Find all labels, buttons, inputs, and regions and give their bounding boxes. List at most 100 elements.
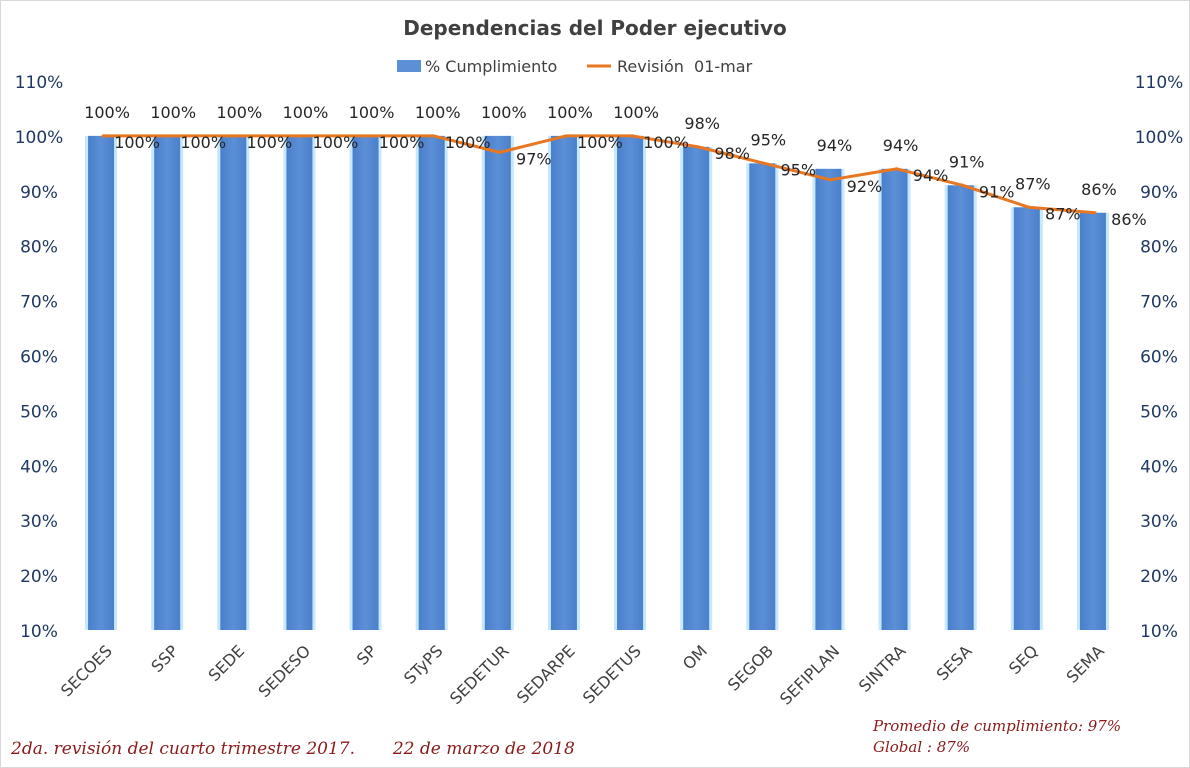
y-tick-label-left: 10%: [20, 622, 58, 642]
bar: [550, 135, 577, 630]
y-tick-label-left: 70%: [20, 293, 58, 313]
bar-data-label: 91%: [949, 152, 985, 171]
bar: [220, 135, 247, 630]
line-data-label: 100%: [180, 133, 226, 152]
y-tick-label-left: 90%: [20, 183, 58, 203]
y-tick-label-left: 80%: [20, 238, 58, 258]
line-data-label: 86%: [1111, 210, 1147, 229]
bar-data-label: 100%: [481, 103, 527, 122]
line-data-labels: 100% 100% 100% 100% 100% 100%97%100% 100%98%95…: [114, 133, 1147, 229]
line-point: [366, 134, 370, 138]
x-category-label: SINTRA: [855, 641, 910, 696]
bar: [352, 135, 379, 630]
bar: [154, 135, 181, 630]
bar: [286, 135, 313, 630]
bar: [749, 163, 776, 630]
line-point: [762, 161, 766, 165]
line-data-label: 100%: [577, 133, 623, 152]
line-point: [895, 167, 899, 171]
y-tick-label-right: 100%: [1135, 128, 1184, 148]
y-tick-label-right: 110%: [1135, 73, 1184, 93]
line-point: [696, 145, 700, 149]
y-tick-label-right: 90%: [1140, 183, 1178, 203]
y-axis-right: 10% 20% 30% 40% 50% 60% 70% 80% 90% 100% 110%: [1135, 73, 1184, 642]
legend: % Cumplimiento Revisión 01-mar: [397, 57, 753, 76]
line-point: [564, 134, 568, 138]
x-category-label: SEDESO: [255, 641, 315, 701]
x-category-label: SEDARPE: [513, 641, 579, 707]
bar-data-labels: 100% 100% 100% 100% 100% 100% 100% 100% 100%98%9…: [84, 103, 1117, 199]
bar-data-label: 100%: [216, 103, 262, 122]
bar-data-label: 87%: [1015, 174, 1051, 193]
line-data-label: 92%: [847, 177, 883, 196]
y-tick-label-left: 60%: [20, 348, 58, 368]
line-point: [233, 134, 237, 138]
bar-data-label: 100%: [613, 103, 659, 122]
line-point: [961, 183, 965, 187]
bar: [617, 135, 644, 630]
y-tick-label-right: 50%: [1140, 402, 1178, 422]
line-point: [498, 150, 502, 154]
line-point: [828, 178, 832, 182]
bar-data-label: 100%: [349, 103, 395, 122]
y-tick-label-right: 60%: [1140, 348, 1178, 368]
bar: [947, 185, 974, 630]
x-category-label: SEDE: [205, 641, 249, 685]
line-series: [101, 134, 1097, 215]
line-point: [1093, 211, 1097, 215]
bar: [418, 135, 445, 630]
x-category-label: STyPS: [400, 641, 446, 687]
line-data-label: 87%: [1045, 204, 1081, 223]
line-data-label: 95%: [781, 160, 817, 179]
legend-bar-swatch: [397, 60, 421, 72]
bar: [815, 168, 842, 630]
bar: [88, 135, 115, 630]
line-data-label: 94%: [913, 166, 949, 185]
bar-data-label: 100%: [415, 103, 461, 122]
x-category-label: SP: [353, 641, 381, 669]
bar: [683, 146, 710, 630]
x-category-label: SEGOB: [724, 641, 777, 694]
legend-line-label: Revisión 01-mar: [617, 57, 753, 76]
x-category-label: SEQ: [1005, 641, 1042, 678]
x-category-label: SESA: [933, 641, 976, 684]
y-tick-label-right: 80%: [1140, 238, 1178, 258]
bar-series: [85, 135, 1109, 630]
y-tick-label-right: 30%: [1140, 512, 1178, 532]
line-point: [432, 134, 436, 138]
line-data-label: 100%: [246, 133, 292, 152]
x-category-label: SSP: [147, 641, 182, 676]
line-data-label: 98%: [714, 144, 750, 163]
y-tick-label-left: 40%: [20, 457, 58, 477]
bar-data-label: 95%: [751, 130, 787, 149]
x-category-label: SEDETUS: [579, 641, 645, 707]
y-tick-label-right: 70%: [1140, 293, 1178, 313]
bar-data-label: 86%: [1081, 180, 1117, 199]
chart-title: Dependencias del Poder ejecutivo: [403, 16, 787, 40]
y-tick-label-left: 110%: [15, 73, 64, 93]
y-tick-label-left: 20%: [20, 567, 58, 587]
y-tick-label-right: 10%: [1140, 622, 1178, 642]
line-data-label: 100%: [643, 133, 689, 152]
line-data-label: 100%: [114, 133, 160, 152]
revision-line: [103, 134, 1096, 215]
line-data-label: 100%: [445, 133, 491, 152]
line-point: [299, 134, 303, 138]
legend-bar-label: % Cumplimiento: [425, 57, 557, 76]
line-data-label: 97%: [516, 149, 552, 168]
footnote-global: Global : 87%: [873, 738, 971, 756]
y-axis-left: 10% 20% 30% 40% 50% 60% 70% 80% 90% 100% 110%: [15, 73, 64, 642]
bar: [1013, 207, 1040, 630]
line-point: [167, 134, 171, 138]
y-tick-label-right: 40%: [1140, 457, 1178, 477]
x-category-label: OM: [679, 641, 711, 673]
bar-data-label: 94%: [883, 136, 919, 155]
x-axis-labels: SECOES SSP SEDE SEDESO SP STyPS SEDETUR SEDARPE…: [57, 641, 1108, 708]
line-point: [630, 134, 634, 138]
y-tick-label-left: 100%: [15, 128, 64, 148]
line-data-label: 100%: [379, 133, 425, 152]
bar-data-label: 94%: [817, 136, 853, 155]
footnote-date: 2da. revisión del cuarto trimestre 2017.…: [11, 739, 575, 759]
